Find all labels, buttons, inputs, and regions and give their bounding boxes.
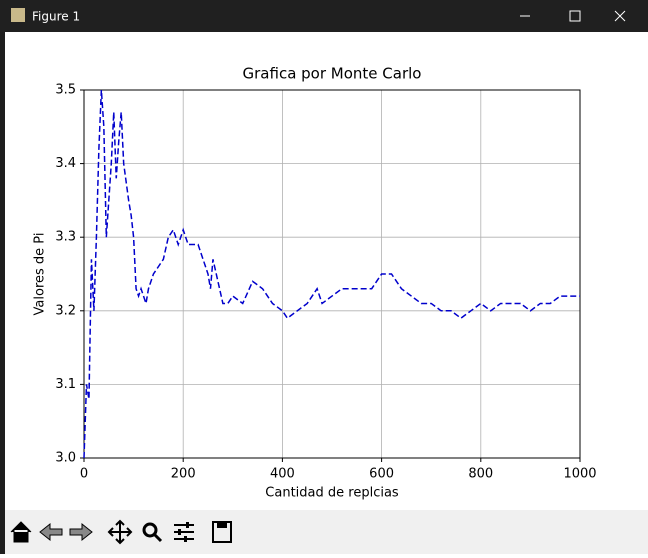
app-icon	[11, 8, 25, 22]
x-tick-label: 800	[468, 467, 493, 482]
y-tick-label: 3.3	[55, 230, 76, 245]
y-tick-label: 3.4	[55, 156, 76, 171]
toolbar	[5, 510, 648, 554]
y-axis-label: Valores de Pi	[33, 233, 48, 316]
x-tick-label: 400	[270, 467, 295, 482]
chart-title: Grafica por Monte Carlo	[243, 65, 422, 83]
x-tick-label: 200	[171, 467, 196, 482]
x-tick-label: 0	[80, 467, 88, 482]
pan-button[interactable]	[107, 518, 133, 546]
save-button[interactable]	[209, 518, 235, 546]
close-button[interactable]	[614, 10, 626, 22]
plot-frame	[83, 89, 581, 459]
y-tick-label: 3.5	[55, 83, 76, 98]
title-bar	[0, 0, 648, 32]
window-title: Figure 1	[32, 10, 80, 24]
x-tick-label: 1000	[563, 467, 596, 482]
maximize-button[interactable]	[569, 10, 581, 22]
y-tick-label: 3.1	[55, 377, 76, 392]
back-button[interactable]	[38, 518, 64, 546]
x-axis-label: Cantidad de replcias	[265, 486, 399, 501]
y-tick-label: 3.0	[55, 451, 76, 466]
x-tick-label: 600	[369, 467, 394, 482]
zoom-button[interactable]	[139, 518, 165, 546]
data-line	[83, 89, 580, 459]
home-button[interactable]	[8, 518, 34, 546]
window-edge	[0, 32, 5, 554]
configure-button[interactable]	[171, 518, 197, 546]
forward-button[interactable]	[68, 518, 94, 546]
y-tick-label: 3.2	[55, 303, 76, 318]
